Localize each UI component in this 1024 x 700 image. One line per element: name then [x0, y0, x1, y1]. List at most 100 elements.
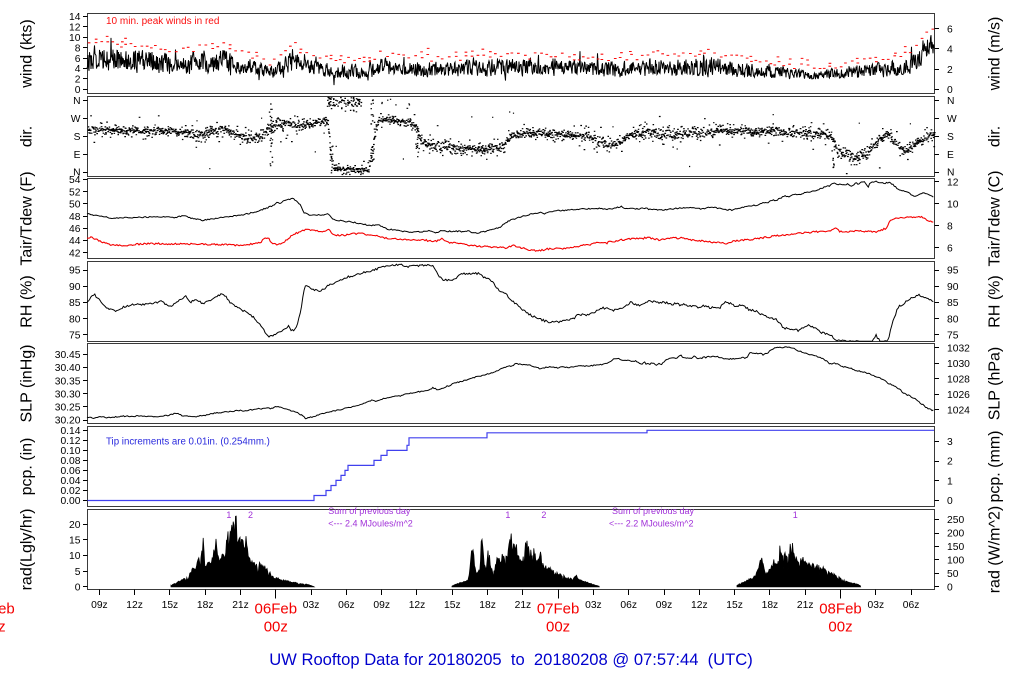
svg-text:90: 90	[947, 282, 959, 293]
svg-text:rad (W/m^2): rad (W/m^2)	[987, 506, 1004, 594]
svg-text:2: 2	[75, 75, 81, 86]
svg-text:00z: 00z	[546, 619, 570, 636]
svg-text:S: S	[74, 132, 81, 143]
svg-text:Tair/Tdew (C): Tair/Tdew (C)	[987, 170, 1004, 266]
svg-text:0.04: 0.04	[60, 476, 80, 487]
svg-text:wind (kts): wind (kts)	[19, 19, 36, 88]
svg-text:14: 14	[69, 12, 81, 23]
svg-text:250: 250	[947, 515, 964, 526]
svg-text:pcp. (in): pcp. (in)	[19, 438, 36, 496]
svg-text:0.08: 0.08	[60, 456, 80, 467]
svg-text:SLP (hPa): SLP (hPa)	[987, 347, 1004, 421]
svg-text:E: E	[947, 150, 954, 161]
svg-text:6: 6	[947, 244, 953, 255]
svg-text:85: 85	[69, 298, 81, 309]
svg-text:6: 6	[75, 54, 81, 65]
svg-text:2: 2	[248, 510, 253, 520]
svg-text:90: 90	[69, 282, 81, 293]
svg-text:46: 46	[69, 224, 81, 235]
svg-text:00z: 00z	[828, 619, 852, 636]
svg-text:dir.: dir.	[19, 126, 36, 147]
svg-text:85: 85	[947, 298, 959, 309]
svg-text:0.06: 0.06	[60, 466, 80, 477]
svg-text:0.02: 0.02	[60, 486, 80, 497]
svg-text:1: 1	[505, 510, 510, 520]
svg-text:10: 10	[947, 200, 959, 211]
svg-text:Tip increments are 0.01in. (0.: Tip increments are 0.01in. (0.254mm.)	[106, 437, 270, 448]
svg-text:N: N	[73, 168, 80, 179]
svg-text:12: 12	[69, 23, 81, 34]
svg-text:E: E	[74, 150, 81, 161]
svg-text:00z: 00z	[264, 619, 288, 636]
svg-text:1024: 1024	[947, 406, 970, 417]
svg-text:100: 100	[947, 556, 964, 567]
svg-text:1: 1	[226, 510, 231, 520]
svg-text:S: S	[947, 132, 954, 143]
svg-text:8: 8	[947, 222, 953, 233]
svg-text:0.10: 0.10	[60, 446, 80, 457]
svg-text:0: 0	[947, 85, 953, 96]
svg-text:1026: 1026	[947, 390, 970, 401]
svg-text:75: 75	[69, 331, 81, 342]
svg-text:21z: 21z	[515, 600, 532, 611]
svg-text:54: 54	[69, 175, 81, 186]
svg-text:150: 150	[947, 542, 964, 553]
svg-text:30.45: 30.45	[55, 350, 81, 361]
svg-text:W: W	[947, 114, 957, 125]
svg-text:SLP (inHg): SLP (inHg)	[19, 345, 36, 423]
svg-text:75: 75	[947, 331, 959, 342]
svg-text:15z: 15z	[444, 600, 461, 611]
svg-text:5: 5	[75, 567, 81, 578]
svg-text:3: 3	[947, 437, 953, 448]
svg-text:N: N	[947, 96, 954, 107]
svg-text:1028: 1028	[947, 375, 970, 386]
svg-text:12z: 12z	[409, 600, 426, 611]
svg-text:09z: 09z	[656, 600, 673, 611]
svg-text:50: 50	[947, 569, 959, 580]
svg-text:0: 0	[947, 582, 953, 593]
svg-text:0: 0	[75, 85, 81, 96]
svg-text:05Feb: 05Feb	[0, 601, 15, 618]
svg-text:1: 1	[793, 510, 798, 520]
svg-text:1030: 1030	[947, 359, 970, 370]
svg-text:rad(Lgly/hr): rad(Lgly/hr)	[19, 509, 36, 591]
svg-text:dir.: dir.	[987, 126, 1004, 147]
svg-text:44: 44	[69, 236, 81, 247]
svg-text:N: N	[947, 168, 954, 179]
svg-text:06z: 06z	[338, 600, 355, 611]
svg-text:0: 0	[75, 582, 81, 593]
svg-text:12: 12	[947, 178, 959, 189]
svg-text:200: 200	[947, 529, 964, 540]
svg-text:N: N	[73, 96, 80, 107]
svg-text:<--- 2.2 MJoules/m^2: <--- 2.2 MJoules/m^2	[609, 518, 694, 528]
svg-text:wind (m/s): wind (m/s)	[987, 17, 1004, 92]
svg-text:8: 8	[75, 43, 81, 54]
svg-text:06z: 06z	[620, 600, 637, 611]
svg-text:42: 42	[69, 249, 81, 260]
svg-text:50: 50	[69, 200, 81, 211]
svg-text:6: 6	[947, 24, 953, 35]
svg-text:30.30: 30.30	[55, 389, 81, 400]
svg-text:10: 10	[69, 551, 81, 562]
svg-text:07Feb: 07Feb	[537, 601, 580, 618]
svg-text:95: 95	[947, 266, 959, 277]
svg-text:80: 80	[947, 314, 959, 325]
svg-text:UW Rooftop Data for 20180205: UW Rooftop Data for 20180205 to 20180208…	[269, 650, 753, 669]
svg-text:30.20: 30.20	[55, 416, 81, 427]
svg-text:06Feb: 06Feb	[255, 601, 298, 618]
svg-text:21z: 21z	[232, 600, 249, 611]
svg-text:18z: 18z	[197, 600, 214, 611]
svg-text:Tair/Tdew (F): Tair/Tdew (F)	[19, 171, 36, 265]
svg-text:Sum of previous day: Sum of previous day	[612, 506, 695, 516]
svg-text:2: 2	[947, 65, 953, 76]
svg-text:03z: 03z	[303, 600, 320, 611]
svg-text:20: 20	[69, 520, 81, 531]
svg-text:0.12: 0.12	[60, 436, 80, 447]
svg-text:4: 4	[947, 45, 953, 56]
svg-text:95: 95	[69, 266, 81, 277]
svg-text:15z: 15z	[726, 600, 743, 611]
svg-text:09z: 09z	[91, 600, 108, 611]
svg-text:Sum of previous day: Sum of previous day	[328, 506, 411, 516]
svg-text:03z: 03z	[867, 600, 884, 611]
svg-text:80: 80	[69, 314, 81, 325]
